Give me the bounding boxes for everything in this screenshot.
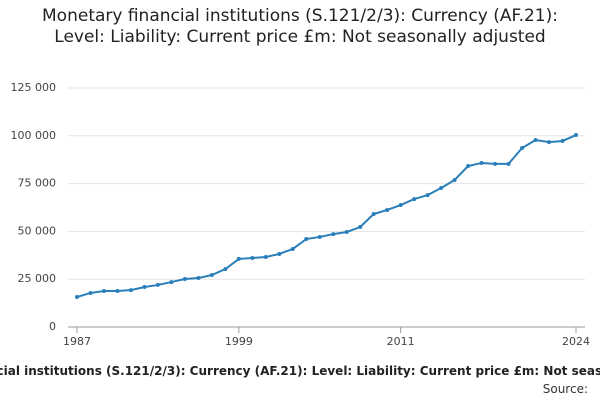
data-point (182, 277, 187, 282)
data-point (398, 203, 403, 208)
data-point (358, 225, 363, 230)
data-point (371, 212, 376, 217)
data-point (412, 197, 417, 202)
y-tick-label: 125 000 (11, 81, 57, 94)
legend-entry: Monetary financial institutions (S.121/2… (0, 364, 600, 378)
data-point (493, 161, 498, 166)
data-point (344, 229, 349, 234)
data-point (506, 161, 511, 166)
data-point (560, 138, 565, 143)
y-tick-label: 100 000 (11, 129, 57, 142)
data-point (169, 280, 174, 285)
y-tick-label: 50 000 (18, 224, 57, 237)
data-point (479, 160, 484, 165)
data-point (290, 246, 295, 251)
y-tick-label: 25 000 (18, 272, 57, 285)
chart-title: Monetary financial institutions (S.121/2… (42, 6, 558, 47)
data-point (88, 290, 93, 295)
data-point (304, 237, 309, 242)
x-tick-label: 2011 (387, 335, 415, 348)
data-point (439, 185, 444, 190)
data-point (196, 276, 201, 281)
data-point (385, 207, 390, 212)
data-point (209, 272, 214, 277)
data-point (101, 289, 106, 294)
data-point (547, 140, 552, 145)
data-point (75, 294, 79, 299)
x-tick-label: 2024 (562, 335, 590, 348)
plot: 0 25 000 50 000 75 000 100 000 125 000 1987 199… (11, 81, 591, 348)
data-point (115, 289, 120, 294)
data-point (466, 164, 471, 169)
data-point (223, 267, 228, 272)
data-point (263, 255, 268, 260)
y-tick-label: 75 000 (18, 177, 57, 190)
data-point (142, 285, 147, 290)
data-point (236, 256, 241, 261)
data-point (155, 282, 160, 287)
data-point (128, 288, 133, 293)
source: Source: (542, 382, 588, 396)
data-point (250, 255, 255, 260)
x-tick-label: 1999 (225, 335, 253, 348)
data-point (277, 251, 282, 256)
x-tick-label: 1987 (63, 335, 91, 348)
data-point (331, 232, 336, 237)
y-tick-label: 0 (49, 320, 56, 333)
data-point (452, 177, 457, 182)
data-point (574, 133, 578, 138)
data-point (533, 138, 538, 143)
data-point (425, 193, 430, 198)
data-point (317, 234, 322, 239)
series-line (76, 134, 577, 298)
data-point (520, 146, 525, 151)
